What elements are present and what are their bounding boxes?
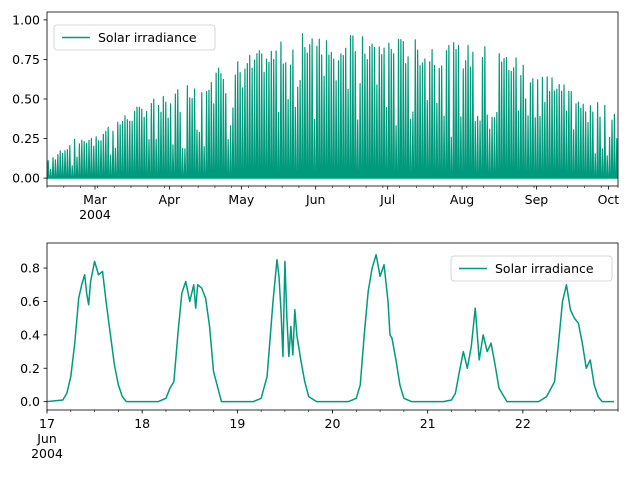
x-tick-label: 20 (325, 416, 341, 431)
x-tick-label: 17 (39, 416, 55, 431)
y-tick-label: 0.75 (12, 52, 40, 67)
legend-label: Solar irradiance (495, 261, 594, 276)
x-tick-sublabel: 2004 (31, 446, 63, 461)
plot-area-0 (47, 33, 618, 179)
x-tick-sublabel: 2004 (79, 207, 111, 222)
y-tick-label: 0.25 (12, 131, 40, 146)
x-tick-label: May (228, 192, 254, 207)
x-tick-label: 19 (229, 416, 245, 431)
y-tick-label: 1.00 (12, 12, 40, 27)
y-tick-label: 0.2 (20, 361, 40, 376)
y-tick-label: 0.00 (12, 171, 40, 186)
y-tick-label: 0.0 (20, 394, 40, 409)
x-tick-label: 21 (420, 416, 436, 431)
y-tick-label: 0.8 (20, 261, 40, 276)
series-area-solar-irradiance (47, 33, 618, 179)
x-tick-label: Apr (159, 192, 181, 207)
x-tick-label: Mar (83, 192, 107, 207)
x-tick-label: Aug (450, 192, 474, 207)
y-tick-label: 0.4 (20, 327, 40, 342)
x-tick-label: Jul (379, 192, 395, 207)
y-tick-label: 0.6 (20, 294, 40, 309)
series-line-solar-irradiance (47, 253, 615, 403)
x-tick-label: Sep (525, 192, 549, 207)
x-tick-label: 22 (515, 416, 531, 431)
plot-area-1 (47, 253, 615, 403)
x-tick-label: Jun (305, 192, 326, 207)
x-tick-sublabel: Jun (36, 431, 57, 446)
legend-box-0 (53, 24, 216, 51)
legend-box-1 (450, 255, 613, 282)
legend-label: Solar irradiance (98, 30, 197, 45)
x-tick-label: 18 (134, 416, 150, 431)
y-tick-label: 0.50 (12, 92, 40, 107)
x-tick-label: Oct (598, 192, 620, 207)
